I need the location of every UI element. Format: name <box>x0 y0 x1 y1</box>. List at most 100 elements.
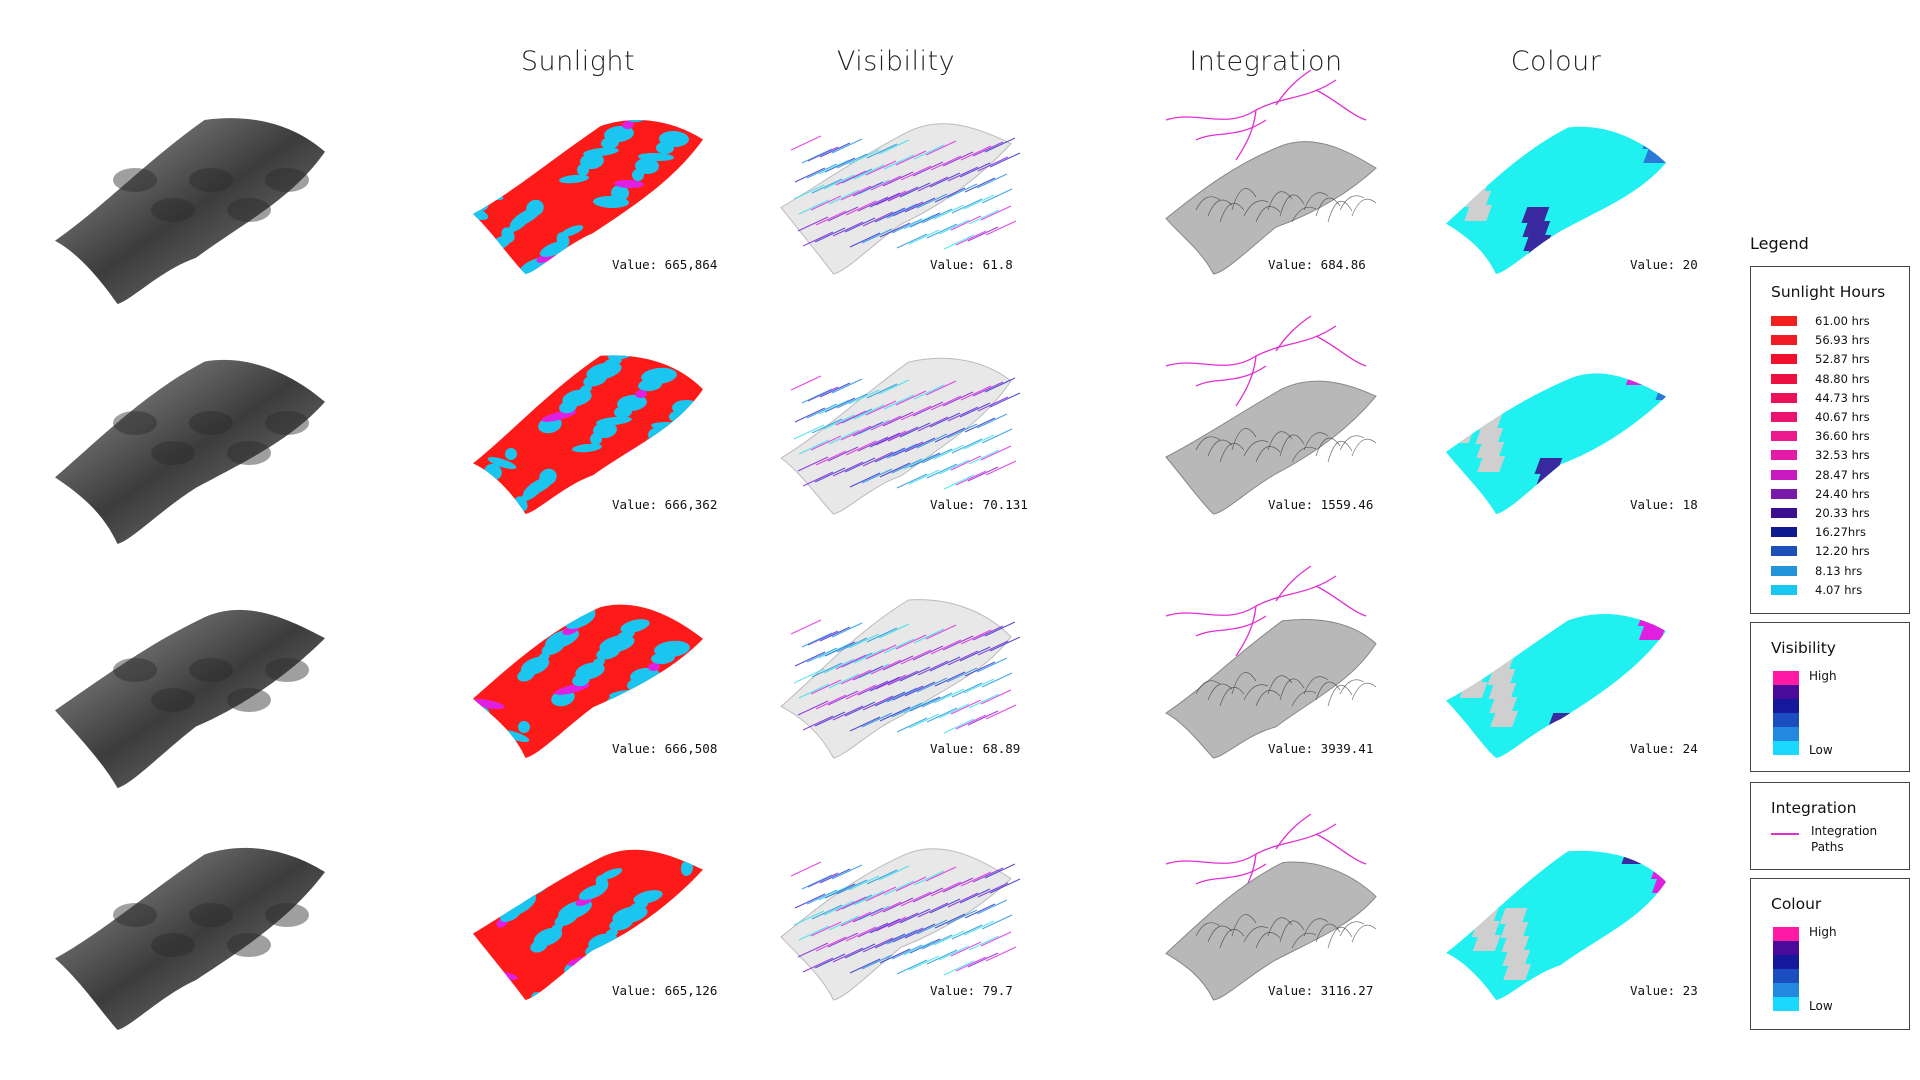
sunlight-analysis-surface <box>473 120 703 275</box>
legend-sunlight-item: 44.73 hrs <box>1771 390 1870 406</box>
legend-sunlight-item: 28.47 hrs <box>1771 467 1870 483</box>
legend-swatch <box>1771 508 1797 518</box>
legend-integration-title: Integration <box>1771 799 1857 817</box>
legend-sunlight-label: 44.73 hrs <box>1815 390 1870 405</box>
legend-sunlight-label: 36.60 hrs <box>1815 429 1870 444</box>
legend-swatch <box>1771 392 1797 403</box>
column-title-sunlight: Sunlight <box>520 46 636 77</box>
sunlight-analysis-surface <box>473 355 703 514</box>
value-label-colour: Value: 18 <box>1630 497 1698 512</box>
value-label-visibility: Value: 70.131 <box>930 497 1028 512</box>
legend-sunlight-box: Sunlight Hours 61.00 hrs 56.93 hrs 52.87 h… <box>1750 266 1910 614</box>
legend-swatch <box>1771 354 1797 365</box>
column-title-integration: Integration <box>1189 46 1343 77</box>
legend-swatch <box>1771 527 1797 538</box>
gradient-step <box>1773 671 1799 685</box>
legend-swatch <box>1771 469 1797 480</box>
value-label-integration: Value: 684.86 <box>1268 257 1366 272</box>
value-label-visibility: Value: 68.89 <box>930 741 1021 756</box>
gradient-step <box>1773 955 1799 969</box>
legend-colour-title: Colour <box>1771 895 1822 913</box>
legend-swatch <box>1771 373 1797 384</box>
legend-swatch <box>1771 584 1797 595</box>
legend-visibility-title: Visibility <box>1771 639 1836 657</box>
visibility-low-label: Low <box>1809 743 1833 757</box>
legend-sunlight-label: 8.13 hrs <box>1815 563 1863 578</box>
value-label-colour: Value: 23 <box>1630 983 1698 998</box>
legend-sunlight-item: 52.87 hrs <box>1771 351 1870 367</box>
legend-sunlight-label: 12.20 hrs <box>1815 544 1870 559</box>
integration-analysis-surface <box>1165 69 1377 275</box>
gradient-step <box>1773 713 1799 727</box>
legend-sunlight-label: 56.93 hrs <box>1815 333 1870 348</box>
gradient-step <box>1773 983 1799 997</box>
colour-analysis-surface <box>1446 373 1666 514</box>
value-label-visibility: Value: 61.8 <box>930 257 1013 272</box>
sunlight-analysis-surface <box>473 604 703 758</box>
gradient-step <box>1773 927 1799 941</box>
legend-sunlight-item: 32.53 hrs <box>1771 447 1870 463</box>
legend-sunlight-item: 12.20 hrs <box>1771 543 1870 559</box>
value-label-integration: Value: 3116.27 <box>1268 983 1374 998</box>
legend-visibility-box: Visibility High Low <box>1750 622 1910 772</box>
visibility-analysis-surface <box>780 357 1021 515</box>
legend-sunlight-item: 20.33 hrs <box>1771 505 1870 521</box>
visibility-high-label: High <box>1809 669 1837 683</box>
value-label-colour: Value: 20 <box>1630 257 1698 272</box>
value-label-sunlight: Value: 665,864 <box>612 257 718 272</box>
base-form-surface <box>55 847 325 1030</box>
legend-sunlight-item: 61.00 hrs <box>1771 313 1870 329</box>
gradient-step <box>1773 969 1799 983</box>
value-label-colour: Value: 24 <box>1630 741 1698 756</box>
integration-analysis-surface <box>1165 813 1377 1001</box>
gradient-step <box>1773 997 1799 1011</box>
colour-analysis-surface <box>1446 850 1666 1000</box>
visibility-gradient <box>1773 671 1799 755</box>
gradient-step <box>1773 941 1799 955</box>
legend-sunlight-item: 48.80 hrs <box>1771 371 1870 387</box>
colour-low-label: Low <box>1809 999 1833 1013</box>
legend-sunlight-label: 40.67 hrs <box>1815 410 1870 424</box>
column-title-visibility: Visibility <box>836 46 956 77</box>
visibility-analysis-surface <box>780 848 1021 1001</box>
legend-sunlight-label: 16.27hrs <box>1815 525 1866 540</box>
column-title-colour: Colour <box>1510 46 1602 77</box>
integration-paths-label: Integration Paths <box>1811 824 1878 854</box>
value-label-sunlight: Value: 666,362 <box>612 497 718 512</box>
legend-sunlight-item: 16.27hrs <box>1771 524 1866 540</box>
legend-swatch <box>1771 316 1797 326</box>
legend-swatch <box>1771 546 1797 557</box>
legend-sunlight-label: 28.47 hrs <box>1815 467 1870 482</box>
legend-swatch <box>1771 335 1797 346</box>
colour-gradient <box>1773 927 1799 1011</box>
legend-sunlight-item: 4.07 hrs <box>1771 582 1862 598</box>
base-form-surface <box>55 609 325 788</box>
value-label-sunlight: Value: 666,508 <box>612 741 718 756</box>
legend-title: Legend <box>1750 234 1809 253</box>
legend-swatch <box>1771 565 1797 576</box>
legend-swatch <box>1771 431 1797 442</box>
value-label-integration: Value: 3939.41 <box>1268 741 1374 756</box>
legend-colour-box: Colour High Low <box>1750 878 1910 1030</box>
colour-analysis-surface <box>1446 126 1666 275</box>
legend-sunlight-label: 24.40 hrs <box>1815 486 1870 501</box>
legend-sunlight-label: 20.33 hrs <box>1815 506 1870 520</box>
value-label-sunlight: Value: 665,126 <box>612 983 718 998</box>
value-label-integration: Value: 1559.46 <box>1268 497 1374 512</box>
colour-high-label: High <box>1809 925 1837 939</box>
integration-analysis-surface <box>1165 315 1377 515</box>
sunlight-analysis-surface <box>473 849 703 1001</box>
legend-swatch <box>1771 450 1797 461</box>
integration-analysis-surface <box>1165 565 1377 759</box>
visibility-analysis-surface <box>780 599 1021 759</box>
legend-integration-box: Integration Integration Paths <box>1750 782 1910 870</box>
gradient-step <box>1773 741 1799 755</box>
base-form-surface <box>55 359 325 544</box>
gradient-step <box>1773 685 1799 699</box>
legend-sunlight-label: 32.53 hrs <box>1815 448 1870 463</box>
legend-swatch <box>1771 488 1797 499</box>
legend-sunlight-label: 4.07 hrs <box>1815 582 1863 597</box>
legend-sunlight-label: 61.00 hrs <box>1815 314 1870 328</box>
legend-sunlight-item: 36.60 hrs <box>1771 428 1870 444</box>
legend-sunlight-label: 52.87 hrs <box>1815 352 1870 367</box>
